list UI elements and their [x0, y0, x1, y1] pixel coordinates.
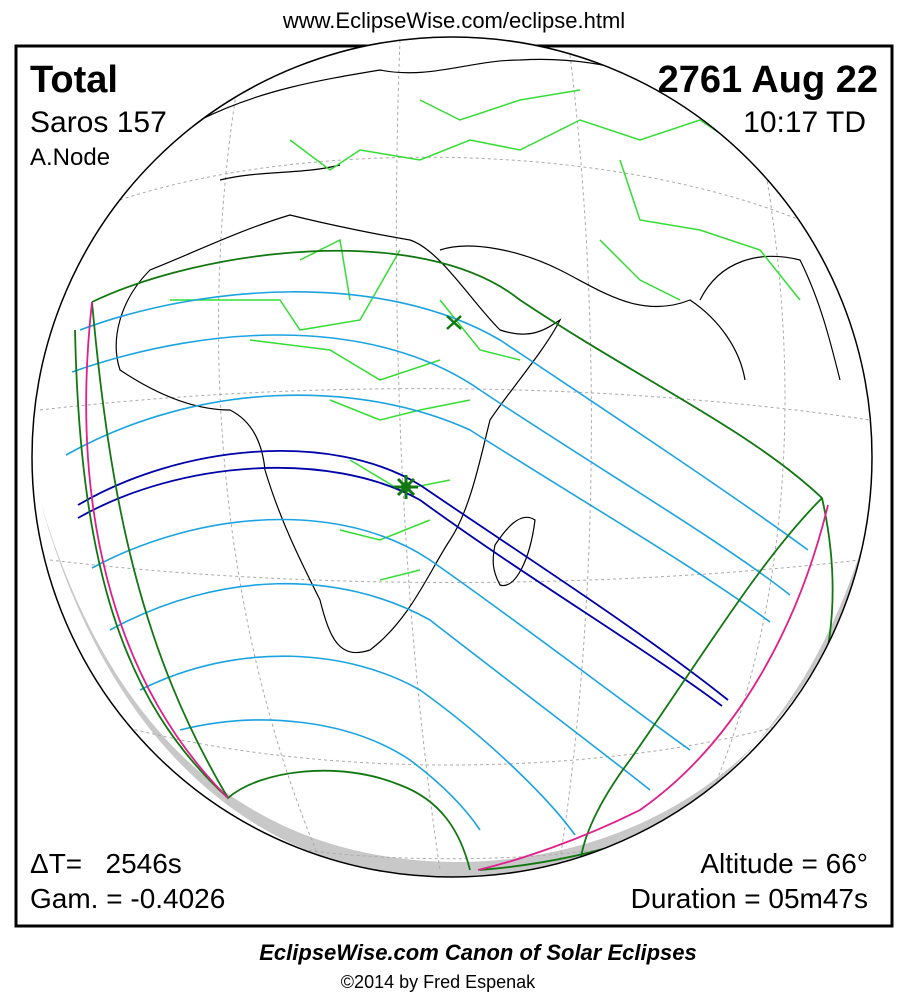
eclipse-type: Total: [30, 59, 118, 101]
greatest-eclipse-dot: [401, 482, 411, 492]
node: A.Node: [30, 144, 110, 171]
delta-t: ΔT= 2546s: [30, 848, 182, 879]
date: 2761 Aug 22: [658, 59, 878, 101]
globe: [32, 37, 872, 877]
footer-credit: ©2014 by Fred Espenak: [341, 972, 536, 992]
time: 10:17 TD: [743, 106, 866, 139]
altitude: Altitude = 66°: [700, 848, 868, 879]
gamma: Gam. = -0.4026: [30, 883, 225, 914]
footer-title: EclipseWise.com Canon of Solar Eclipses: [259, 940, 697, 965]
saros: Saros 157: [30, 106, 167, 139]
greatest-duration-marker: [446, 315, 462, 330]
duration: Duration = 05m47s: [631, 883, 868, 914]
url: www.EclipseWise.com/eclipse.html: [282, 8, 625, 33]
globe-outline: [31, 36, 873, 878]
